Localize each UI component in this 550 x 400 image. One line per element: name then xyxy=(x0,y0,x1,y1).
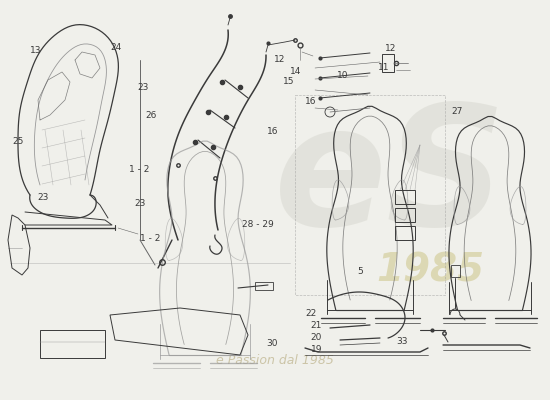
Text: 13: 13 xyxy=(30,46,42,55)
Text: e Passion dal 1985: e Passion dal 1985 xyxy=(216,354,334,366)
Text: 28 - 29: 28 - 29 xyxy=(242,220,274,228)
Text: 23: 23 xyxy=(37,194,49,202)
Text: 23: 23 xyxy=(138,84,149,92)
Text: 10: 10 xyxy=(337,72,348,80)
Text: 11: 11 xyxy=(378,63,390,72)
Text: 26: 26 xyxy=(146,112,157,120)
Text: 25: 25 xyxy=(12,138,24,146)
Text: 12: 12 xyxy=(274,55,285,64)
Text: 14: 14 xyxy=(290,67,302,76)
Text: 12: 12 xyxy=(385,44,397,53)
Text: 21: 21 xyxy=(311,322,322,330)
Text: 15: 15 xyxy=(283,78,295,86)
Text: 1 - 2: 1 - 2 xyxy=(140,234,161,243)
Text: eS: eS xyxy=(273,98,507,262)
Text: 22: 22 xyxy=(305,309,316,318)
Text: 1 - 2: 1 - 2 xyxy=(129,166,150,174)
Text: 33: 33 xyxy=(396,338,408,346)
Text: 23: 23 xyxy=(135,200,146,208)
Text: 30: 30 xyxy=(267,340,278,348)
Text: 24: 24 xyxy=(110,44,121,52)
Text: 1985: 1985 xyxy=(376,251,484,289)
Text: 16: 16 xyxy=(267,128,278,136)
Text: 16: 16 xyxy=(305,98,317,106)
Text: 20: 20 xyxy=(311,334,322,342)
Text: 27: 27 xyxy=(451,107,463,116)
Text: 19: 19 xyxy=(311,346,322,354)
Text: 5: 5 xyxy=(358,268,363,276)
